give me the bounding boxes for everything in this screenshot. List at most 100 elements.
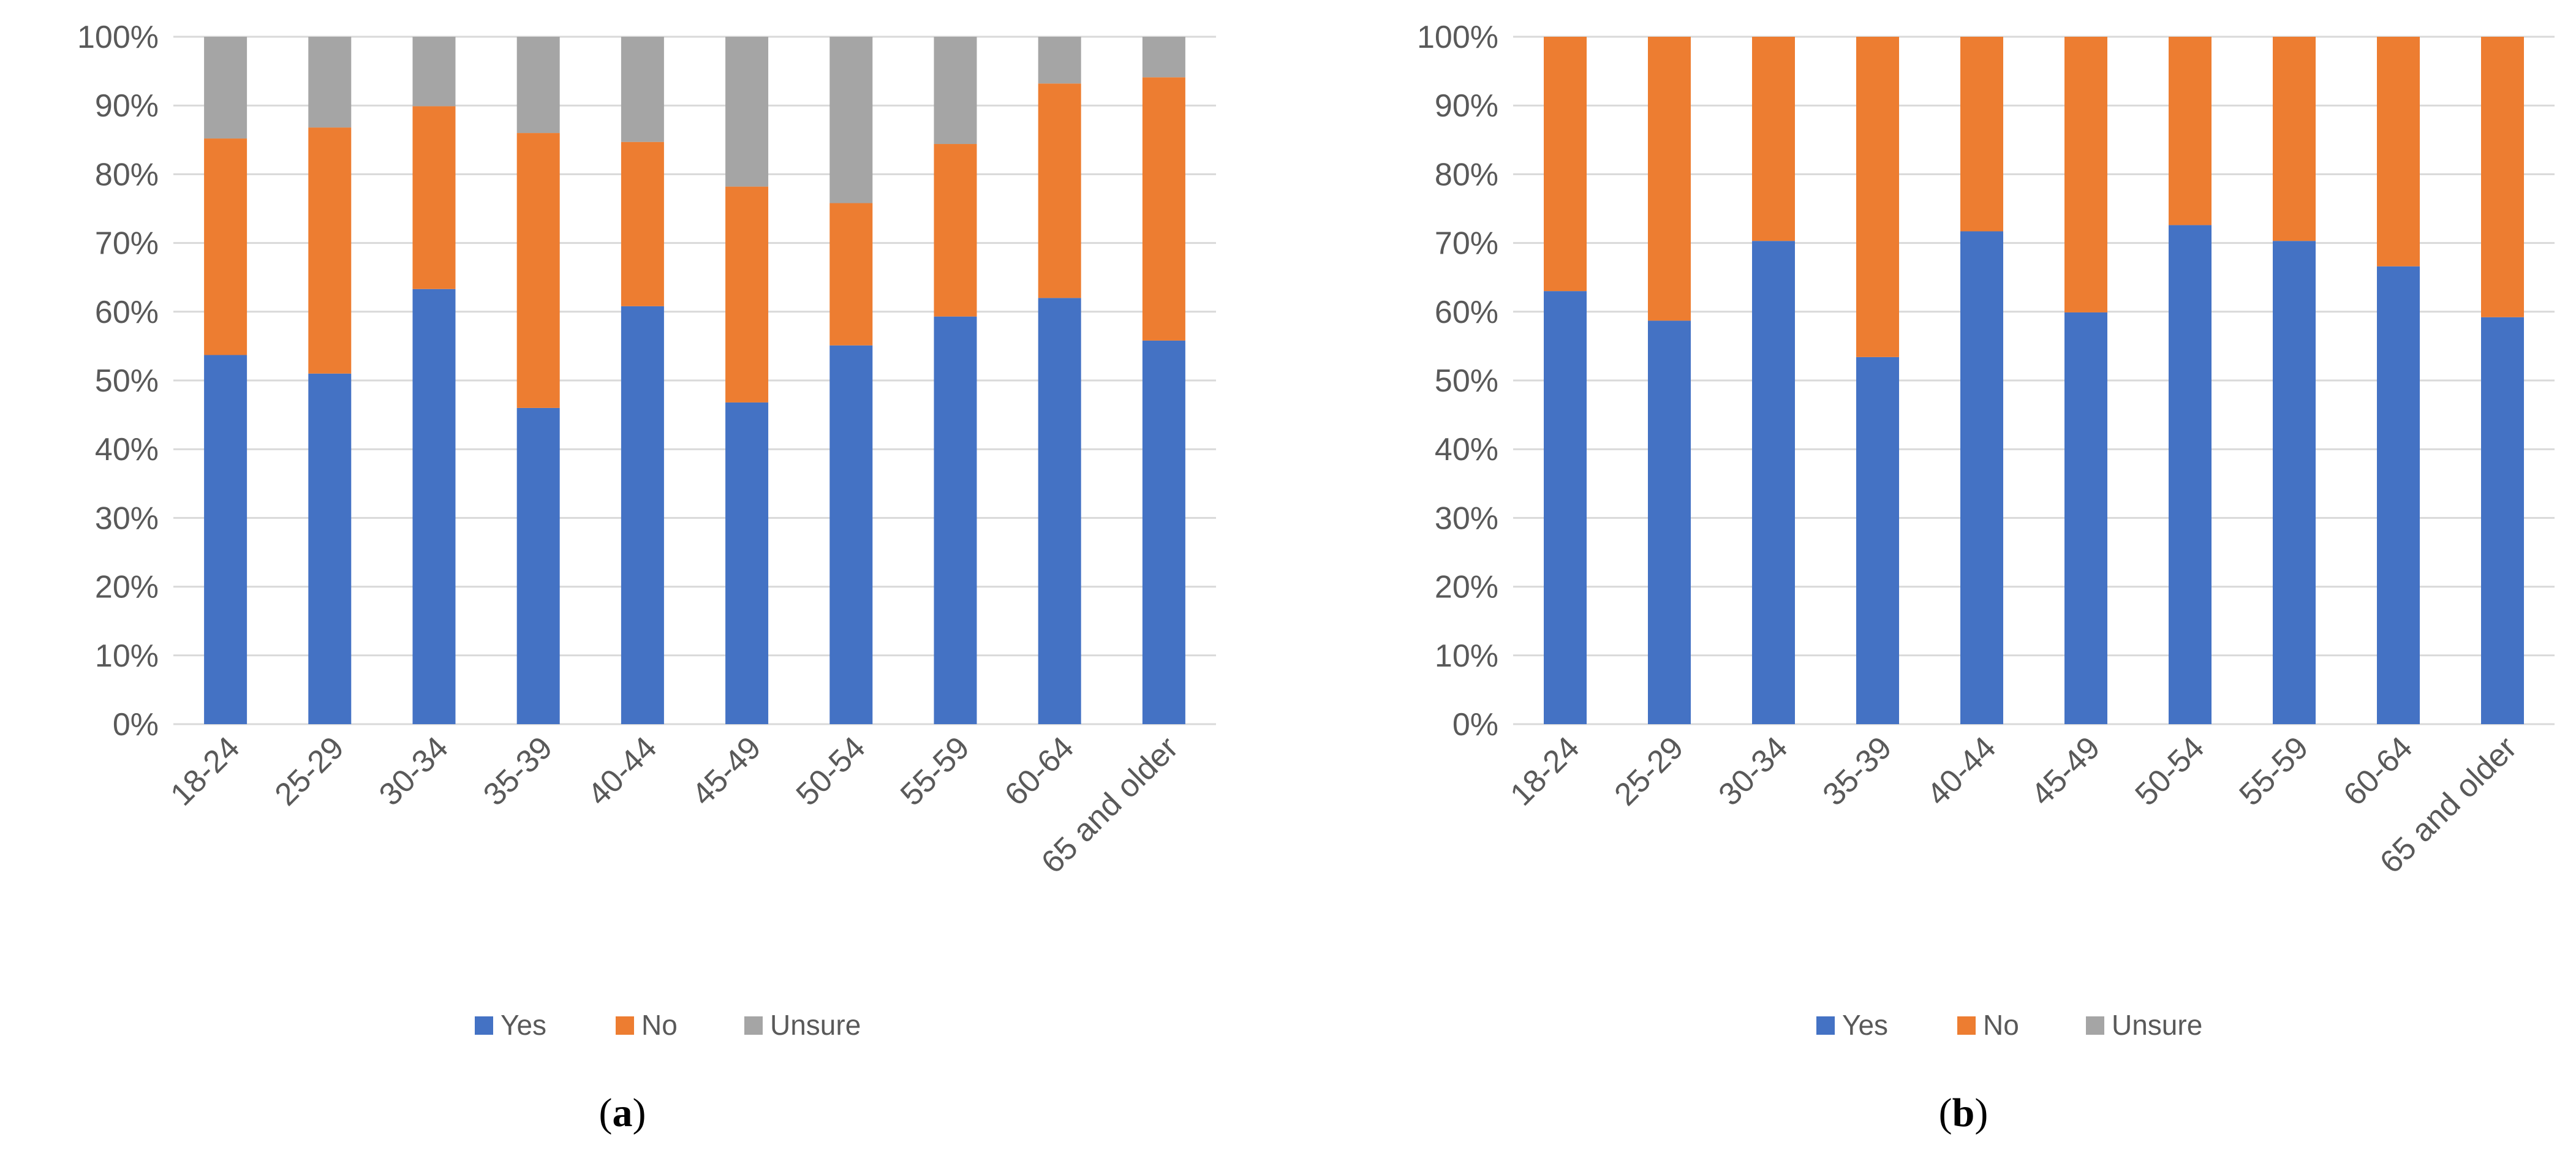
x-tick-label: 50-54: [2128, 730, 2211, 812]
legend-swatch-unsure: [2086, 1016, 2104, 1035]
y-tick-label: 80%: [95, 157, 159, 192]
bar-segment-no: [1544, 37, 1587, 292]
y-tick-label: 30%: [95, 501, 159, 536]
bar-segment-unsure: [829, 37, 873, 203]
chart-panel-a: 0% 10% 20% 30% 40% 50% 60% 70% 80% 90% 100% 18-24 25…: [77, 20, 1216, 1135]
legend-swatch-yes: [1816, 1016, 1835, 1035]
y-tick-label: 20%: [95, 570, 159, 605]
y-tick-label: 70%: [1435, 226, 1498, 262]
bar-segment-no: [204, 138, 247, 355]
bar-segment-yes: [2064, 312, 2107, 724]
x-tick-label: 35-39: [477, 730, 559, 812]
panel-letter: b: [1952, 1091, 1975, 1135]
y-tick-label: 0%: [113, 707, 159, 743]
x-tick-label: 30-34: [372, 730, 455, 812]
bar-segment-unsure: [516, 37, 560, 134]
bar-segment-unsure: [725, 37, 769, 187]
x-tick-label: 50-54: [790, 730, 872, 812]
bar-segment-yes: [725, 402, 769, 724]
bar-segment-yes: [516, 407, 560, 724]
y-tick-label: 20%: [1435, 570, 1498, 605]
x-tick-label: 40-44: [1920, 730, 2003, 812]
y-tick-label: 0%: [1452, 707, 1498, 743]
y-tick-label: 100%: [1417, 20, 1498, 55]
bar-segment-unsure: [621, 37, 664, 142]
x-tick-label: 60-64: [2336, 730, 2419, 812]
y-tick-label: 60%: [95, 295, 159, 330]
bar-segment-no: [2481, 37, 2524, 317]
x-tick-label: 35-39: [1816, 730, 1898, 812]
bar-segment-no: [829, 203, 873, 346]
y-tick-label: 50%: [95, 363, 159, 399]
bar-segment-no: [308, 127, 352, 374]
legend-label-yes: Yes: [1842, 1009, 1888, 1041]
bar-segment-no: [1960, 37, 2003, 232]
bar-segment-no: [1142, 77, 1185, 341]
bar-segment-yes: [1856, 357, 1899, 724]
panel-label: (b): [1939, 1091, 1989, 1135]
legend-label-no: No: [641, 1009, 678, 1041]
bar-segment-no: [725, 186, 769, 403]
y-tick-label: 60%: [1435, 295, 1498, 330]
panel-label: (a): [599, 1091, 646, 1135]
bar-segment-no: [1038, 83, 1081, 298]
y-tick-label: 50%: [1435, 363, 1498, 399]
x-tick-label: 40-44: [581, 730, 663, 812]
y-tick-label: 90%: [95, 88, 159, 124]
bar-segment-yes: [934, 316, 977, 724]
y-tick-label: 40%: [95, 432, 159, 467]
bar-segment-no: [1752, 37, 1795, 241]
x-tick-label: 45-49: [2024, 730, 2107, 812]
bar-segment-no: [412, 106, 456, 289]
bar-segment-no: [2273, 37, 2316, 241]
y-tick-label: 100%: [77, 20, 159, 55]
bar-segment-yes: [2169, 225, 2212, 725]
bar-segment-no: [2169, 37, 2212, 225]
legend-label-unsure: Unsure: [770, 1009, 861, 1041]
bar-segment-yes: [2481, 317, 2524, 724]
panel-letter: a: [613, 1091, 633, 1135]
bar-segment-unsure: [1142, 37, 1185, 78]
bar-segment-unsure: [934, 37, 977, 145]
x-tick-label: 18-24: [1503, 730, 1586, 812]
x-tick-label: 18-24: [164, 730, 247, 812]
x-tick-label: 55-59: [894, 730, 976, 812]
legend-swatch-no: [1957, 1016, 1976, 1035]
bar-segment-yes: [621, 306, 664, 725]
bar-segment-unsure: [204, 37, 247, 139]
bar-segment-yes: [1960, 231, 2003, 724]
legend-label-yes: Yes: [500, 1009, 546, 1041]
bar-segment-yes: [308, 373, 352, 724]
bar-segment-no: [2377, 37, 2420, 267]
bar-segment-yes: [1038, 298, 1081, 724]
x-tick-label: 25-29: [1607, 730, 1690, 812]
bar-segment-no: [934, 144, 977, 317]
y-tick-label: 90%: [1435, 88, 1498, 124]
bar-segment-yes: [1142, 340, 1185, 724]
bar-segment-yes: [204, 355, 247, 724]
bar-segment-yes: [1752, 241, 1795, 724]
bar-segment-no: [621, 142, 664, 306]
y-tick-label: 30%: [1435, 501, 1498, 536]
bar-segment-yes: [829, 345, 873, 724]
y-tick-label: 10%: [95, 638, 159, 674]
bar-segment-yes: [2377, 266, 2420, 724]
bar-segment-yes: [1544, 291, 1587, 724]
legend-swatch-unsure: [744, 1016, 763, 1035]
bar-segment-no: [516, 133, 560, 408]
bar-segment-no: [1648, 37, 1691, 321]
bar-segment-no: [2064, 37, 2107, 312]
x-tick-label: 55-59: [2232, 730, 2315, 812]
bar-segment-unsure: [1038, 37, 1081, 84]
chart-panel-b: 0% 10% 20% 30% 40% 50% 60% 70% 80% 90% 100% 18-24 25…: [1417, 20, 2555, 1135]
bar-segment-unsure: [308, 37, 352, 128]
bar-segment-yes: [412, 289, 456, 724]
legend-label-unsure: Unsure: [2112, 1009, 2202, 1041]
bar-segment-yes: [1648, 320, 1691, 724]
x-tick-label: 25-29: [268, 730, 351, 812]
legend-label-no: No: [1983, 1009, 2019, 1041]
legend-swatch-yes: [475, 1016, 493, 1035]
y-tick-label: 80%: [1435, 157, 1498, 192]
bar-segment-no: [1856, 37, 1899, 357]
x-tick-label: 30-34: [1712, 730, 1794, 812]
